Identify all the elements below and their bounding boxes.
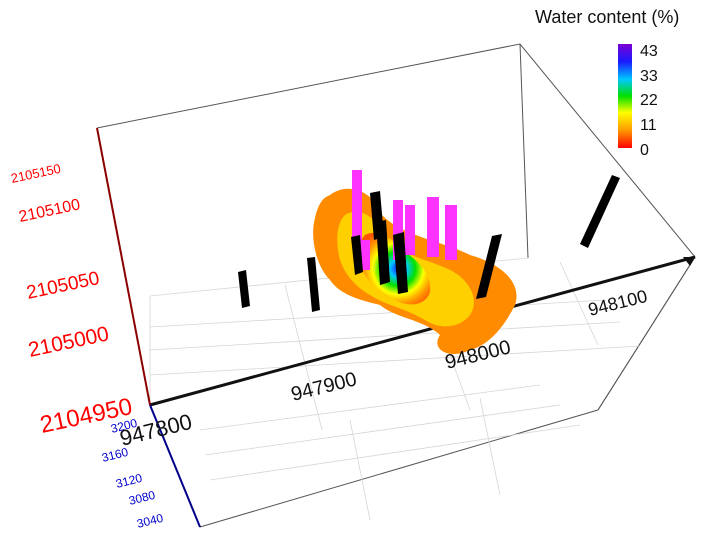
y-tick-label: 2105000 <box>26 322 111 361</box>
z-tick-label: 3160 <box>100 445 130 465</box>
z-tick-label: 3080 <box>127 488 157 508</box>
high-water-column <box>352 170 362 240</box>
x-axis-line <box>149 255 696 407</box>
y-tick-label: 2105050 <box>25 268 102 304</box>
contour-surface <box>313 188 517 355</box>
legend-title: Water content (%) <box>535 7 679 27</box>
y-tick-label: 2105150 <box>10 161 63 186</box>
borehole-bar <box>393 232 408 294</box>
legend-tick-label: 43 <box>640 43 658 60</box>
y-tick-label: 2105100 <box>17 196 82 226</box>
axes <box>96 127 696 528</box>
x-tick-label: 947900 <box>289 368 359 405</box>
high-water-column <box>405 205 415 255</box>
borehole-bar <box>351 235 363 275</box>
borehole-bar <box>238 270 250 308</box>
borehole-bar <box>476 234 502 299</box>
legend-tick-label: 33 <box>640 68 658 85</box>
borehole-bar <box>580 175 620 248</box>
high-water-column <box>445 205 457 260</box>
legend-tick-label: 22 <box>640 92 658 109</box>
borehole-bar <box>376 220 390 285</box>
z-tick-label: 3120 <box>114 471 144 491</box>
contour-core <box>359 232 431 305</box>
legend-colorbar <box>618 44 632 148</box>
x-tick-label: 948100 <box>586 286 649 320</box>
z-axis-line <box>149 404 201 528</box>
y-axis-line <box>96 127 151 406</box>
x-axis-arrow <box>683 257 695 266</box>
borehole-bars <box>238 175 620 312</box>
high-water-columns <box>352 170 457 270</box>
legend-ticks: 43 33 22 11 0 <box>640 43 658 159</box>
high-water-column <box>427 197 439 257</box>
z-tick-label: 3040 <box>135 511 165 531</box>
z-tick-label: 3200 <box>109 416 139 436</box>
high-water-column <box>360 240 370 270</box>
legend-tick-label: 11 <box>640 117 657 134</box>
legend-tick-label: 0 <box>640 142 649 159</box>
legend: Water content (%) 43 33 22 11 0 <box>535 7 679 159</box>
high-water-column <box>393 200 403 260</box>
borehole-bar <box>307 257 320 312</box>
